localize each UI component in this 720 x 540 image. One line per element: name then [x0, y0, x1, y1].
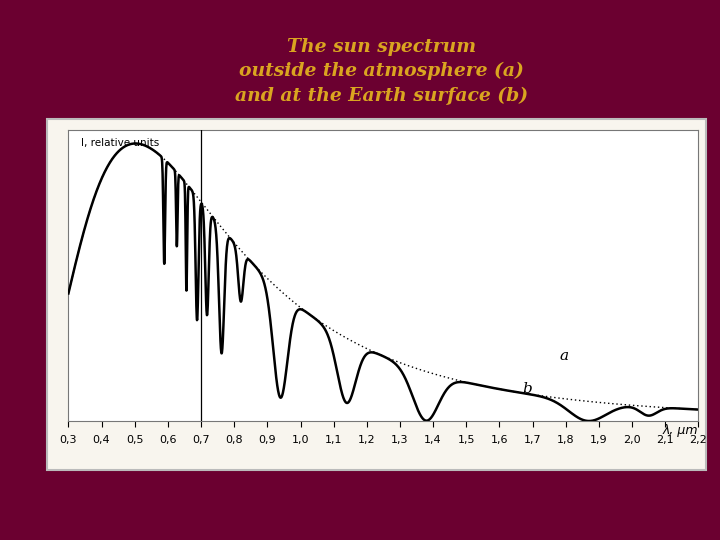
Text: 2,1: 2,1 [657, 435, 674, 445]
Text: 1,9: 1,9 [590, 435, 608, 445]
Text: 1,7: 1,7 [523, 435, 541, 445]
Text: a: a [559, 349, 568, 363]
Text: b: b [523, 382, 532, 396]
Text: 2,0: 2,0 [624, 435, 641, 445]
Text: 1,8: 1,8 [557, 435, 575, 445]
Text: 1,1: 1,1 [325, 435, 343, 445]
Text: 1,2: 1,2 [358, 435, 376, 445]
Text: 1,3: 1,3 [391, 435, 409, 445]
Text: 1,0: 1,0 [292, 435, 310, 445]
Text: 0,4: 0,4 [93, 435, 110, 445]
Text: 0,6: 0,6 [159, 435, 176, 445]
Text: 0,3: 0,3 [60, 435, 77, 445]
Text: 2,2: 2,2 [690, 435, 707, 445]
Text: 0,5: 0,5 [126, 435, 143, 445]
Text: λ, μm: λ, μm [663, 424, 698, 437]
Text: The sun spectrum
outside the atmosphere (a)
and at the Earth surface (b): The sun spectrum outside the atmosphere … [235, 38, 528, 105]
Text: 1,6: 1,6 [491, 435, 508, 445]
Text: 0,7: 0,7 [192, 435, 210, 445]
Text: 0,9: 0,9 [258, 435, 276, 445]
Text: 1,4: 1,4 [424, 435, 442, 445]
Text: 0,8: 0,8 [225, 435, 243, 445]
Text: I, relative units: I, relative units [81, 138, 159, 149]
Text: 1,5: 1,5 [457, 435, 475, 445]
